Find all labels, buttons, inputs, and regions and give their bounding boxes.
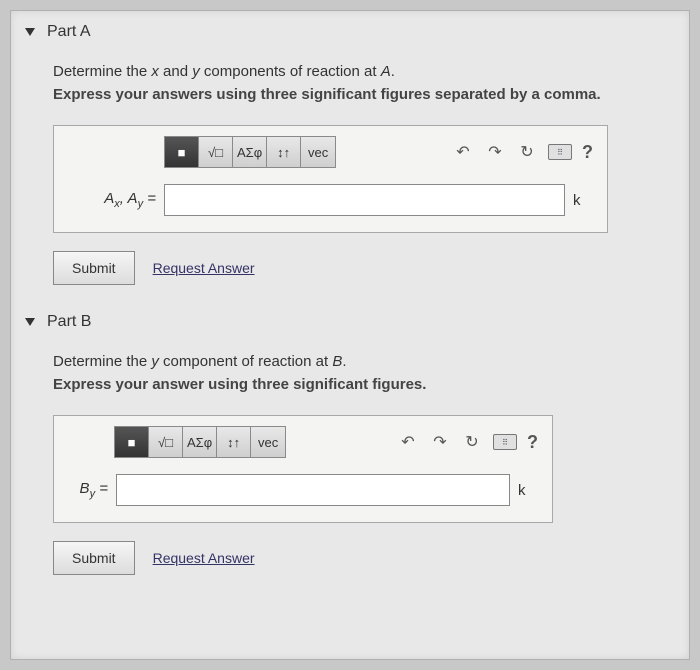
part-b-input-row: By = k xyxy=(54,466,552,522)
fraction-button[interactable]: √□ xyxy=(199,137,233,167)
request-answer-link[interactable]: Request Answer xyxy=(153,260,255,276)
part-a-title: Part A xyxy=(47,23,91,41)
part-a-actions: Submit Request Answer xyxy=(53,251,675,285)
greek-button[interactable]: ΑΣφ xyxy=(183,427,217,457)
part-a-answerbox: ■ √□ ΑΣφ ↕↑ vec ↶ ↷ ↻ ⠿ ? Ax, A xyxy=(53,125,608,233)
part-b-answerbox: ■ √□ ΑΣφ ↕↑ vec ↶ ↷ ↻ ⠿ ? By = xyxy=(53,415,553,523)
tb-right-group: ↶ ↷ ↻ ⠿ ? xyxy=(452,141,593,163)
part-b-var-label: By = xyxy=(68,480,108,500)
tb-group-templates-b: ■ √□ ΑΣφ ↕↑ vec xyxy=(114,426,286,458)
part-b-prompt: Determine the y component of reaction at… xyxy=(53,353,675,370)
part-a-unit: k xyxy=(573,192,593,209)
help-icon[interactable]: ? xyxy=(527,432,538,453)
redo-icon[interactable]: ↷ xyxy=(429,431,451,453)
fraction-button[interactable]: √□ xyxy=(149,427,183,457)
part-a-var-label: Ax, Ay = xyxy=(68,190,156,210)
part-a-instructions: Express your answers using three signifi… xyxy=(53,86,675,103)
part-a: Part A Determine the x and y components … xyxy=(25,23,675,285)
part-b-actions: Submit Request Answer xyxy=(53,541,675,575)
tb-group-templates: ■ √□ ΑΣφ ↕↑ vec xyxy=(164,136,336,168)
part-b-instructions: Express your answer using three signific… xyxy=(53,376,675,393)
keyboard-icon[interactable]: ⠿ xyxy=(493,434,517,450)
vec-button[interactable]: vec xyxy=(301,137,335,167)
template-button[interactable]: ■ xyxy=(165,137,199,167)
part-b-toolbar: ■ √□ ΑΣφ ↕↑ vec ↶ ↷ ↻ ⠿ ? xyxy=(54,416,552,466)
redo-icon[interactable]: ↷ xyxy=(484,141,506,163)
caret-down-icon xyxy=(25,318,35,326)
submit-button[interactable]: Submit xyxy=(53,541,135,575)
part-a-input[interactable] xyxy=(164,184,565,216)
part-a-body: Determine the x and y components of reac… xyxy=(25,63,675,285)
undo-icon[interactable]: ↶ xyxy=(452,141,474,163)
part-b-body: Determine the y component of reaction at… xyxy=(25,353,675,575)
caret-down-icon xyxy=(25,28,35,36)
part-a-toolbar: ■ √□ ΑΣφ ↕↑ vec ↶ ↷ ↻ ⠿ ? xyxy=(54,126,607,176)
part-b-header[interactable]: Part B xyxy=(25,313,675,331)
undo-icon[interactable]: ↶ xyxy=(397,431,419,453)
part-a-input-row: Ax, Ay = k xyxy=(54,176,607,232)
reset-icon[interactable]: ↻ xyxy=(461,431,483,453)
submit-button[interactable]: Submit xyxy=(53,251,135,285)
greek-button[interactable]: ΑΣφ xyxy=(233,137,267,167)
reset-icon[interactable]: ↻ xyxy=(516,141,538,163)
part-b: Part B Determine the y component of reac… xyxy=(25,313,675,575)
keyboard-icon[interactable]: ⠿ xyxy=(548,144,572,160)
part-a-prompt: Determine the x and y components of reac… xyxy=(53,63,675,80)
template-button[interactable]: ■ xyxy=(115,427,149,457)
part-a-header[interactable]: Part A xyxy=(25,23,675,41)
part-b-title: Part B xyxy=(47,313,91,331)
part-b-input[interactable] xyxy=(116,474,510,506)
help-icon[interactable]: ? xyxy=(582,142,593,163)
request-answer-link[interactable]: Request Answer xyxy=(153,550,255,566)
tb-right-group-b: ↶ ↷ ↻ ⠿ ? xyxy=(397,431,538,453)
subsup-button[interactable]: ↕↑ xyxy=(217,427,251,457)
subsup-button[interactable]: ↕↑ xyxy=(267,137,301,167)
problem-panel: Part A Determine the x and y components … xyxy=(10,10,690,660)
part-b-unit: k xyxy=(518,482,538,499)
vec-button[interactable]: vec xyxy=(251,427,285,457)
